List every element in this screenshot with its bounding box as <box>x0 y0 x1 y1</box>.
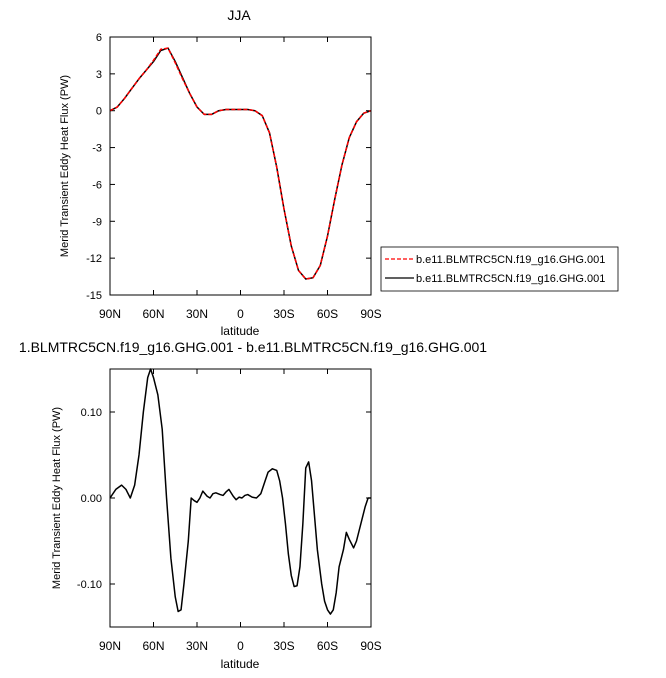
top-x-tick-label: 90N <box>99 307 121 321</box>
top-y-tick-label: -3 <box>92 143 102 155</box>
bottom-y-axis-label: Merid Transient Eddy Heat Flux (PW) <box>51 407 63 589</box>
top-y-tick-label: 0 <box>96 106 102 118</box>
bottom-y-tick-label: 0.00 <box>81 493 102 505</box>
top-y-tick-label: 6 <box>96 32 102 44</box>
top-y-tick-label: 3 <box>96 69 102 81</box>
bottom-x-tick-label: 30N <box>186 639 208 653</box>
top-y-tick-label: -9 <box>92 216 102 228</box>
top-y-tick-label: -12 <box>86 253 102 265</box>
legend-entry-1: b.e11.BLMTRC5CN.f19_g16.GHG.001 <box>416 254 605 266</box>
legend: b.e11.BLMTRC5CN.f19_g16.GHG.001 b.e11.BL… <box>380 246 619 292</box>
top-series-line-2 <box>109 47 372 280</box>
top-x-tick-label: 60N <box>142 307 164 321</box>
legend-box <box>380 246 619 292</box>
top-x-tick-label: 90S <box>360 307 381 321</box>
bottom-x-tick-label: 0 <box>237 639 244 653</box>
top-y-axis-label: Merid Transient Eddy Heat Flux (PW) <box>59 75 71 257</box>
top-chart-title: JJA <box>227 7 251 23</box>
top-plot-frame <box>109 36 372 296</box>
bottom-y-tick-labels: 0.10 0.00 -0.10 <box>77 407 102 591</box>
top-x-tick-label: 0 <box>237 307 244 321</box>
top-series-line-1 <box>109 47 372 280</box>
bottom-x-tick-label: 60S <box>317 639 338 653</box>
bottom-y-tick-label: 0.10 <box>81 407 102 419</box>
bottom-y-tick-label: -0.10 <box>77 579 102 591</box>
top-x-tick-label: 30S <box>273 307 294 321</box>
bottom-series-line-1 <box>109 368 371 615</box>
top-series-group <box>109 47 372 280</box>
bottom-x-tick-label: 60N <box>142 639 164 653</box>
legend-entry-2: b.e11.BLMTRC5CN.f19_g16.GHG.001 <box>416 273 605 285</box>
top-y-tick-label: -15 <box>86 290 102 302</box>
top-y-tick-label: -6 <box>92 179 102 191</box>
top-x-tick-label: 60S <box>317 307 338 321</box>
bottom-chart-title: 1.BLMTRC5CN.f19_g16.GHG.001 - b.e11.BLMT… <box>19 339 487 355</box>
top-y-tick-labels: 6 3 0 -3 -6 -9 -12 -15 <box>86 32 102 302</box>
bottom-x-axis-label: latitude <box>221 657 260 671</box>
top-tick-marks <box>109 36 372 296</box>
bottom-x-tick-label: 90N <box>99 639 121 653</box>
bottom-series-group <box>109 368 371 615</box>
bottom-x-tick-label: 90S <box>360 639 381 653</box>
bottom-panel: 1.BLMTRC5CN.f19_g16.GHG.001 - b.e11.BLMT… <box>19 339 487 671</box>
top-x-axis-label: latitude <box>221 324 260 338</box>
bottom-plot-frame <box>109 368 372 628</box>
bottom-x-tick-label: 30S <box>273 639 294 653</box>
top-panel: JJA 90N 60N 30N 0 30S 60S 90S 630-3-6-9-12-15 … <box>59 7 619 338</box>
top-x-tick-label: 30N <box>186 307 208 321</box>
top-x-tick-labels: 90N 60N 30N 0 30S 60S 90S <box>99 307 382 321</box>
bottom-x-tick-labels: 90N 60N 30N 0 30S 60S 90S <box>99 639 382 653</box>
